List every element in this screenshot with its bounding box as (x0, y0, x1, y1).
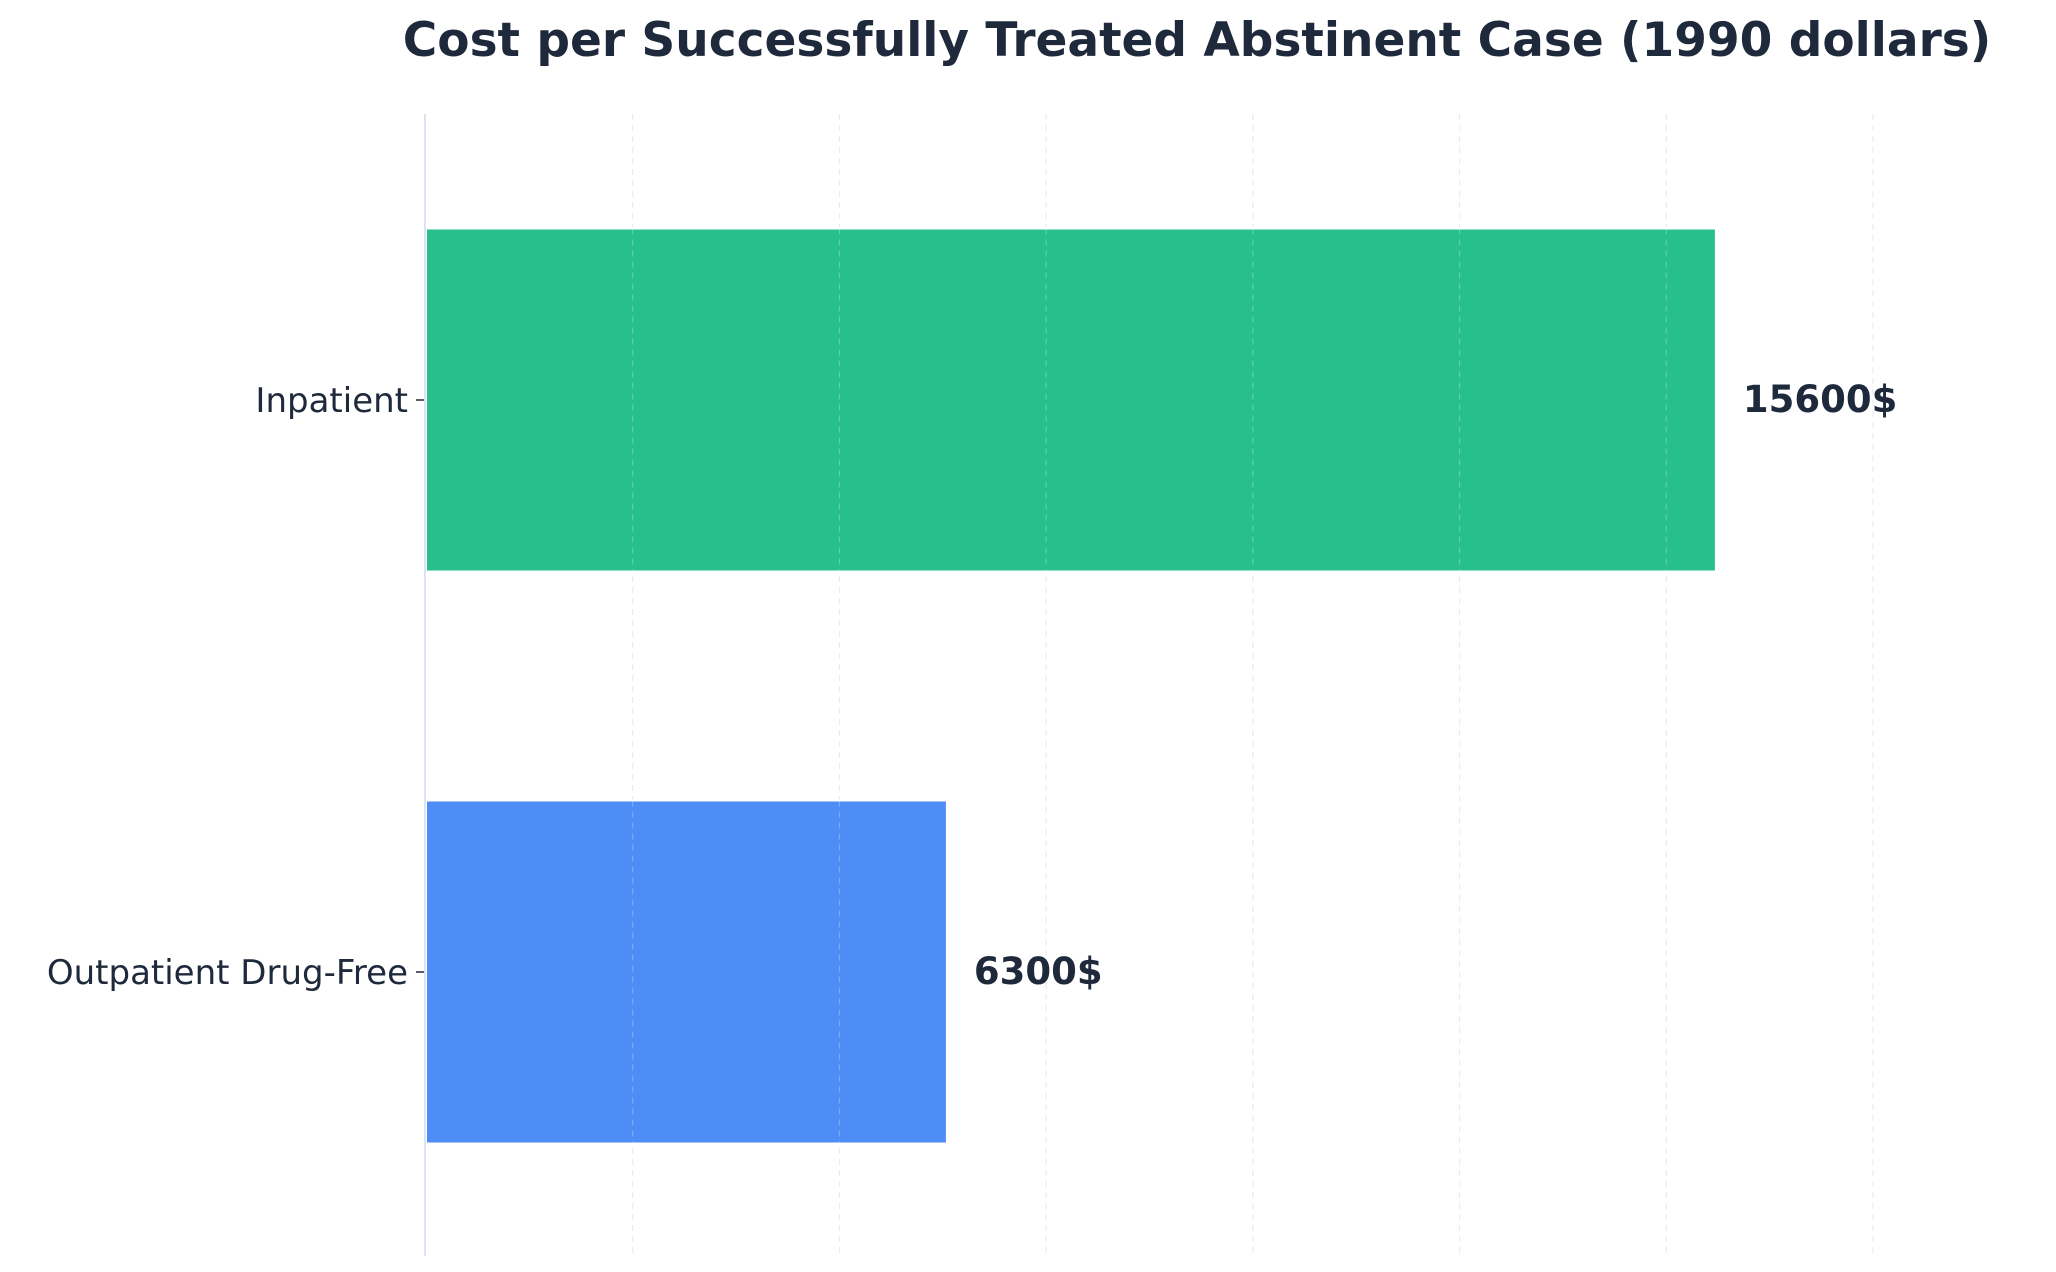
grid-overlay (632, 228, 1667, 1144)
data-label: 15600$ (1743, 378, 1897, 421)
category-label: Inpatient (255, 381, 408, 421)
data-label: 6300$ (974, 950, 1103, 993)
category-label: Outpatient Drug-Free (47, 953, 408, 993)
bar (425, 799, 948, 1145)
labels: Inpatient 15600$ Outpatient Drug-Free 6300$ (47, 378, 1898, 993)
axes (416, 114, 426, 1256)
bars (425, 227, 1717, 1145)
chart-title: Cost per Successfully Treated Abstinent … (403, 13, 1991, 68)
bar (425, 227, 1717, 573)
